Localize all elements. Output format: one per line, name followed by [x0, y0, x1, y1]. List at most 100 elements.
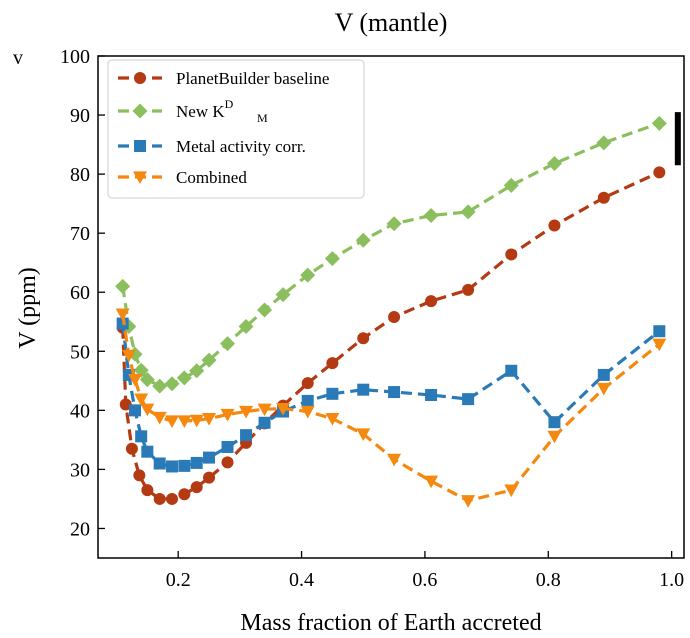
data-point	[324, 251, 340, 267]
plot-frame	[97, 55, 685, 559]
data-point	[503, 177, 519, 193]
x-axis-label: Mass fraction of Earth accreted	[240, 610, 541, 636]
data-point	[325, 413, 340, 426]
legend: PlanetBuilder baseline New KDM Metal activ…	[107, 59, 365, 199]
data-point	[460, 204, 476, 220]
y-tick-label: 100	[60, 46, 90, 68]
data-point	[115, 278, 131, 294]
data-point	[652, 338, 667, 352]
corner-label: v	[13, 47, 23, 69]
data-point	[596, 135, 612, 151]
x-tick-label: 0.6	[412, 569, 437, 591]
legend-marker	[134, 140, 146, 152]
data-point	[166, 492, 179, 505]
data-point	[275, 287, 291, 303]
data-point	[125, 442, 138, 455]
data-point	[153, 457, 166, 470]
data-point	[239, 405, 254, 419]
data-point	[152, 378, 168, 394]
data-point	[178, 488, 191, 501]
data-point	[546, 155, 562, 171]
data-point	[257, 403, 272, 417]
data-point	[423, 207, 439, 223]
data-point	[388, 311, 401, 324]
legend-label: PlanetBuilder baseline	[176, 69, 329, 88]
chart-title: V (mantle)	[335, 8, 448, 37]
data-point	[152, 411, 167, 425]
legend-label: Combined	[176, 168, 247, 187]
legend-label: New KDM	[176, 97, 268, 125]
legend-marker	[134, 72, 146, 84]
data-point	[128, 374, 143, 387]
data-point	[203, 451, 216, 464]
y-tick-label: 20	[70, 518, 90, 540]
data-point	[139, 372, 155, 388]
data-point	[357, 383, 370, 396]
data-point	[134, 393, 149, 407]
data-point	[177, 415, 192, 428]
data-point	[424, 475, 439, 489]
data-point	[326, 357, 339, 370]
data-point	[548, 219, 561, 232]
data-point	[133, 469, 146, 482]
data-point	[505, 364, 518, 377]
axis-ticks: 0.2 0.4 0.6 0.8 1.0 20 30 40 50 60 70 80 90 100	[60, 46, 684, 591]
x-tick-label: 0.2	[166, 569, 191, 591]
y-tick-label: 40	[70, 400, 90, 422]
data-point	[257, 302, 273, 318]
data-point	[165, 415, 180, 428]
data-point	[300, 267, 316, 283]
data-point	[189, 363, 205, 379]
data-point	[153, 492, 166, 505]
data-point	[189, 414, 204, 428]
data-point	[119, 398, 132, 411]
data-point	[505, 248, 518, 261]
data-point	[301, 377, 314, 390]
data-point	[202, 413, 217, 426]
legend-entry: Combined	[118, 168, 247, 187]
data-point	[133, 362, 149, 378]
data-point	[240, 429, 253, 442]
data-point	[220, 408, 235, 422]
legend-marker	[133, 171, 147, 184]
data-point	[221, 440, 234, 453]
data-point	[547, 430, 562, 444]
data-point	[115, 308, 130, 322]
y-tick-label: 50	[70, 341, 90, 363]
series-line	[121, 313, 661, 503]
data-point	[129, 404, 142, 417]
y-axis-label: V (ppm)	[15, 267, 41, 349]
y-tick-label: 70	[70, 223, 90, 245]
data-point	[190, 481, 203, 494]
data-point	[300, 405, 315, 419]
legend-entry: New KDM	[118, 97, 268, 125]
x-tick-label: 0.8	[536, 569, 561, 591]
data-point	[548, 416, 561, 429]
data-point	[141, 484, 154, 497]
data-point	[164, 376, 180, 392]
data-point	[653, 325, 666, 338]
data-point	[357, 332, 370, 345]
data-point	[178, 459, 191, 472]
legend-marker	[132, 103, 148, 119]
data-point	[388, 386, 401, 399]
series-3	[116, 317, 666, 473]
data-point	[596, 382, 611, 396]
y-tick-label: 60	[70, 282, 90, 304]
y-tick-label: 80	[70, 164, 90, 186]
data-point	[140, 403, 155, 417]
data-point	[425, 295, 438, 308]
data-point	[166, 460, 179, 473]
x-tick-label: 1.0	[659, 569, 684, 591]
data-point	[386, 216, 402, 232]
legend-entry: Metal activity corr.	[118, 137, 306, 156]
data-point	[221, 456, 234, 469]
data-point	[121, 349, 136, 363]
data-point	[220, 336, 236, 352]
data-point	[141, 445, 154, 458]
x-tick-label: 0.4	[289, 569, 314, 591]
data-point	[597, 368, 610, 381]
data-point	[425, 388, 438, 401]
y-tick-label: 90	[70, 105, 90, 127]
legend-label: Metal activity corr.	[176, 137, 306, 156]
